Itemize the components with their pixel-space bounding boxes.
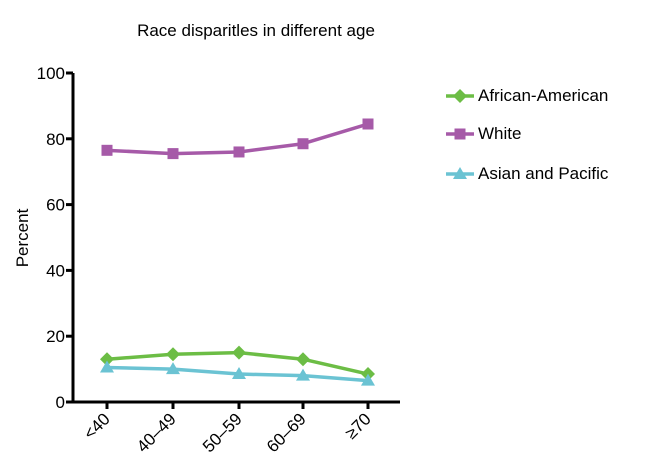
data-point-asian-and-pacific — [166, 362, 180, 375]
data-point-white — [297, 138, 309, 150]
data-point-african-american — [296, 352, 310, 367]
legend-item-asian-and-pacific: Asian and Pacific — [444, 162, 608, 186]
data-point-white — [362, 118, 374, 130]
y-axis: 0 20 40 60 80 100 — [37, 64, 75, 412]
y-tick-label: 0 — [56, 393, 65, 412]
series-white — [101, 118, 374, 160]
x-axis: <40 40–49 50–59 60–69 ≥70 — [71, 400, 400, 456]
data-point-white — [167, 148, 179, 160]
legend-symbol-asian-and-pacific — [453, 167, 467, 179]
x-tick-label: 60–69 — [263, 409, 310, 456]
legend-item-white: White — [444, 122, 521, 146]
x-tick-label: 40–49 — [133, 409, 180, 456]
x-tick-label: 50–59 — [199, 409, 246, 456]
legend-symbol-african-american — [453, 89, 467, 103]
data-point-african-american — [100, 352, 114, 367]
data-point-asian-and-pacific — [296, 368, 310, 381]
legend-label: African-American — [478, 86, 609, 105]
data-point-african-american — [232, 345, 246, 360]
data-point-african-american — [166, 347, 180, 362]
chart-title: Race disparitles in different age — [137, 21, 375, 40]
legend-item-african-american: African-American — [444, 84, 608, 108]
series-asian-and-pacific — [100, 360, 375, 386]
data-point-asian-and-pacific — [232, 367, 246, 380]
y-tick-label: 80 — [46, 130, 65, 149]
legend-label: White — [478, 124, 522, 143]
legend-marker-african-american — [446, 89, 474, 103]
series-layer — [100, 118, 375, 386]
y-tick-label: 100 — [37, 64, 65, 83]
legend-marker-white — [446, 128, 474, 140]
y-tick-label: 40 — [46, 261, 65, 280]
y-axis-label: Percent — [13, 208, 32, 267]
data-point-white — [233, 146, 245, 158]
legend-label: Asian and Pacific — [478, 164, 609, 183]
data-point-white — [101, 144, 113, 156]
legend-marker-asian-and-pacific — [446, 167, 474, 179]
y-tick-label: 60 — [46, 196, 65, 215]
legend-symbol-white — [454, 128, 466, 140]
data-point-asian-and-pacific — [361, 373, 375, 386]
data-point-asian-and-pacific — [100, 360, 114, 373]
y-tick-label: 20 — [46, 327, 65, 346]
x-tick-label: <40 — [80, 409, 114, 443]
x-tick-label: ≥70 — [341, 409, 374, 442]
series-african-american — [100, 345, 375, 382]
